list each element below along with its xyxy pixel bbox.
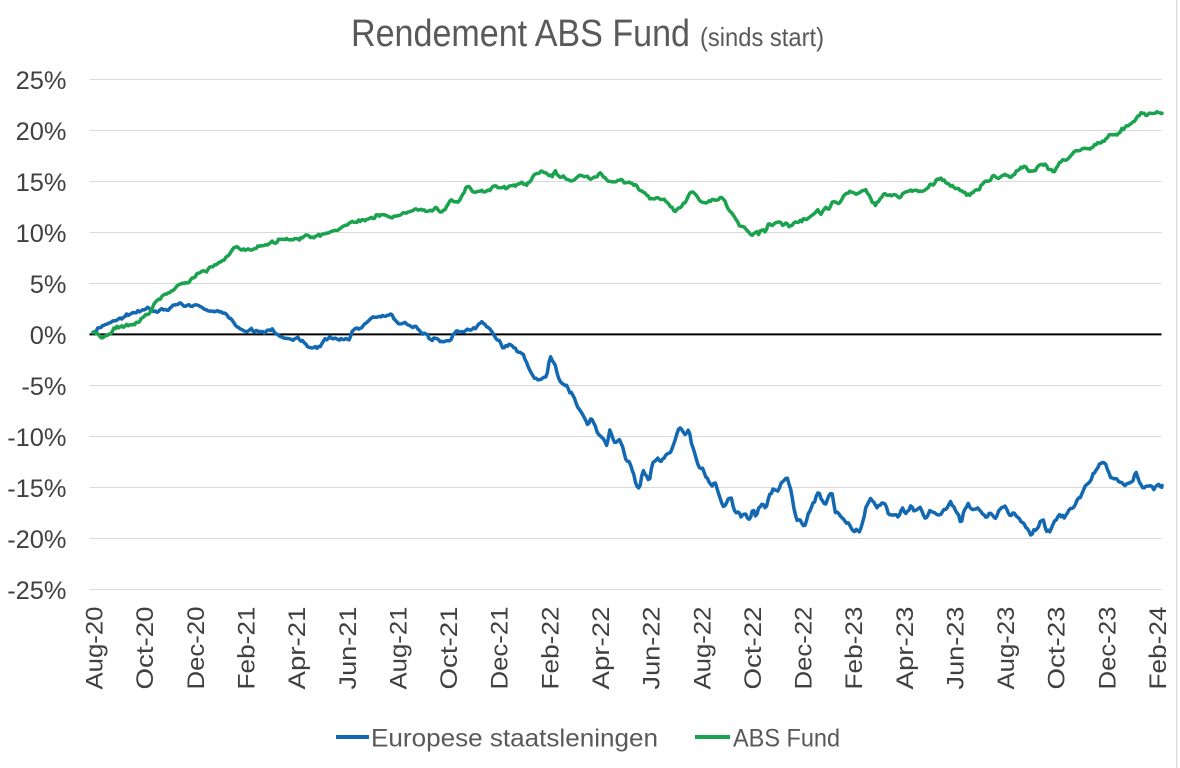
svg-text:15%: 15% xyxy=(16,169,67,197)
svg-text:Apr-22: Apr-22 xyxy=(588,607,615,690)
svg-text:10%: 10% xyxy=(16,220,67,248)
svg-text:25%: 25% xyxy=(16,67,67,95)
svg-text:Jun-23: Jun-23 xyxy=(942,607,969,690)
svg-text:Dec-21: Dec-21 xyxy=(487,607,514,690)
svg-text:-20%: -20% xyxy=(7,526,66,554)
svg-text:0%: 0% xyxy=(30,322,67,350)
svg-text:Jun-21: Jun-21 xyxy=(335,607,362,690)
svg-text:Oct-20: Oct-20 xyxy=(132,607,159,690)
svg-text:-5%: -5% xyxy=(21,373,66,401)
svg-text:(sinds start): (sinds start) xyxy=(700,22,824,52)
svg-text:Jun-22: Jun-22 xyxy=(639,607,666,690)
svg-text:Dec-23: Dec-23 xyxy=(1094,607,1121,690)
svg-text:ABS Fund: ABS Fund xyxy=(733,725,840,753)
svg-text:Oct-22: Oct-22 xyxy=(740,607,767,690)
svg-text:Apr-23: Apr-23 xyxy=(892,607,919,690)
svg-text:Feb-22: Feb-22 xyxy=(537,607,564,690)
svg-text:Apr-21: Apr-21 xyxy=(284,607,311,690)
svg-text:Dec-22: Dec-22 xyxy=(791,607,818,690)
svg-text:Dec-20: Dec-20 xyxy=(183,607,210,690)
svg-text:-25%: -25% xyxy=(7,577,66,605)
svg-text:Feb-21: Feb-21 xyxy=(234,607,261,690)
svg-text:Aug-21: Aug-21 xyxy=(385,607,412,690)
svg-text:20%: 20% xyxy=(16,118,67,146)
svg-text:Aug-20: Aug-20 xyxy=(82,607,109,690)
svg-text:-15%: -15% xyxy=(7,475,66,503)
svg-text:Aug-23: Aug-23 xyxy=(993,607,1020,690)
svg-text:Rendement ABS Fund: Rendement ABS Fund xyxy=(351,12,690,55)
svg-text:Aug-22: Aug-22 xyxy=(689,607,716,690)
svg-text:5%: 5% xyxy=(30,271,67,299)
svg-text:Feb-23: Feb-23 xyxy=(841,607,868,690)
svg-text:Oct-23: Oct-23 xyxy=(1044,607,1071,690)
svg-text:-10%: -10% xyxy=(7,424,66,452)
svg-text:Oct-21: Oct-21 xyxy=(436,607,463,690)
svg-text:Feb-24: Feb-24 xyxy=(1145,607,1172,690)
svg-text:Europese staatsleningen: Europese staatsleningen xyxy=(371,725,658,753)
